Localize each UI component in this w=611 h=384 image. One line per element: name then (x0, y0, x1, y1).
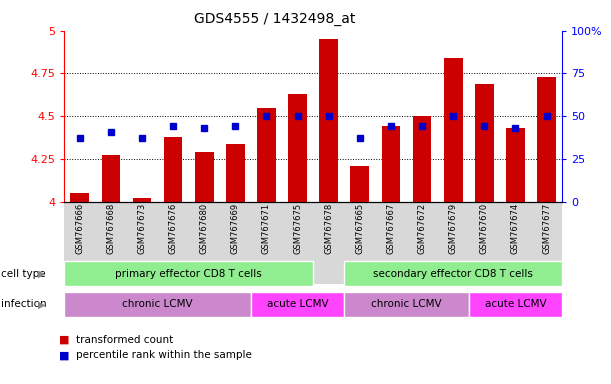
Text: primary effector CD8 T cells: primary effector CD8 T cells (115, 268, 262, 279)
Bar (537, 77, 556, 202)
Bar (164, 137, 183, 202)
Bar (413, 116, 431, 202)
Text: ▶: ▶ (38, 299, 45, 310)
Text: cell type: cell type (1, 268, 46, 279)
Bar (382, 126, 400, 202)
Bar (195, 152, 214, 202)
Bar (101, 156, 120, 202)
Text: infection: infection (1, 299, 47, 310)
Bar (444, 58, 463, 202)
Bar (320, 39, 338, 202)
Text: ■: ■ (59, 335, 70, 345)
Bar (506, 128, 525, 202)
Text: transformed count: transformed count (76, 335, 174, 345)
Bar (288, 94, 307, 202)
Bar (226, 144, 244, 202)
Bar (351, 166, 369, 202)
Bar (70, 193, 89, 202)
Text: percentile rank within the sample: percentile rank within the sample (76, 350, 252, 360)
Text: chronic LCMV: chronic LCMV (122, 299, 193, 310)
Text: chronic LCMV: chronic LCMV (371, 299, 442, 310)
Text: acute LCMV: acute LCMV (485, 299, 546, 310)
Text: ■: ■ (59, 350, 70, 360)
Text: ▶: ▶ (38, 268, 45, 279)
Text: secondary effector CD8 T cells: secondary effector CD8 T cells (373, 268, 533, 279)
Text: acute LCMV: acute LCMV (267, 299, 328, 310)
Bar (133, 198, 152, 202)
Text: GDS4555 / 1432498_at: GDS4555 / 1432498_at (194, 12, 356, 25)
Bar (475, 84, 494, 202)
Bar (257, 108, 276, 202)
